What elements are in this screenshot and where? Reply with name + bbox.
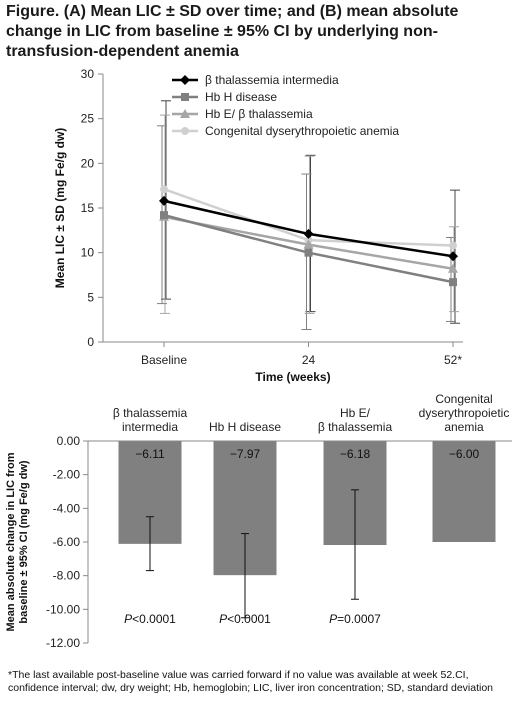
y-tick-label: -4.00 [53, 501, 81, 515]
y-tick-label: 25 [81, 112, 95, 126]
category-label: β thalassemia [318, 420, 393, 434]
category-label: Hb E/ [340, 406, 371, 420]
legend-label: Congenital dyserythropoietic anemia [205, 124, 399, 138]
legend-marker [181, 127, 189, 135]
legend-label: β thalassemia intermedia [205, 73, 339, 87]
line-chart-a: 0 5 10 15 20 25 30 Baseline 24 52* Time (weeks) Mea… [53, 67, 463, 384]
data-point [304, 248, 313, 257]
bar-value-label: −6.11 [135, 447, 165, 461]
x-tick-label: 24 [302, 353, 316, 367]
y-tick-label: -2.00 [53, 468, 81, 482]
legend-label: Hb H disease [205, 90, 277, 104]
category-label: anemia [444, 420, 484, 434]
bar-value-label: −6.00 [449, 447, 480, 461]
category-label: β thalassemia [113, 406, 188, 420]
data-point [448, 251, 458, 262]
y-axis-label: Mean absolute change in LIC frombaseline… [5, 452, 30, 631]
p-value-label: P=0.0007 [329, 612, 381, 626]
figure-title: Figure. (A) Mean LIC ± SD over time; and… [6, 3, 459, 60]
bar [432, 441, 496, 542]
legend-marker [181, 93, 189, 101]
legend-marker [180, 75, 190, 85]
data-point [159, 195, 169, 206]
data-point [449, 241, 457, 250]
bar-value-label: −6.18 [340, 447, 371, 461]
category-label: dyserythropoietic [419, 406, 510, 420]
legend-label: Hb E/ β thalassemia [205, 107, 313, 121]
data-point [449, 278, 457, 287]
y-tick-label: 5 [87, 290, 94, 304]
p-value-label: P<0.0001 [124, 612, 176, 626]
y-tick-label: 0.00 [57, 434, 81, 448]
y-tick-label: 15 [81, 201, 95, 215]
y-tick-label: 20 [81, 156, 95, 170]
y-tick-label: 10 [81, 246, 95, 260]
x-tick-label: 52* [444, 353, 462, 367]
category-label: Congenital [435, 393, 492, 406]
y-tick-label: -10.00 [46, 602, 80, 616]
y-tick-label: -8.00 [53, 569, 81, 583]
x-tick-label: Baseline [141, 353, 187, 367]
y-tick-label: 0 [87, 335, 94, 349]
y-axis-label: Mean LIC ± SD (mg Fe/g dw) [53, 128, 67, 289]
data-point [160, 211, 168, 220]
legend-marker [180, 109, 190, 118]
bar-value-label: −7.97 [230, 447, 261, 461]
p-value-label: P<0.0001 [219, 612, 271, 626]
category-label: Hb H disease [209, 420, 281, 434]
y-tick-label: -12.00 [46, 636, 80, 650]
bar-chart-b: 0.00 -2.00 -4.00 -6.00 -8.00 -10.00 -12.00 −6.1… [5, 393, 512, 650]
data-point [303, 239, 314, 249]
data-point [448, 263, 458, 273]
x-axis-label: Time (weeks) [255, 370, 330, 384]
data-point [160, 185, 168, 194]
data-point [303, 228, 314, 239]
footnote: *The last available post-baseline value … [8, 669, 494, 694]
category-label: intermedia [122, 420, 178, 434]
y-tick-label: -6.00 [53, 535, 81, 549]
y-tick-label: 30 [81, 67, 95, 81]
